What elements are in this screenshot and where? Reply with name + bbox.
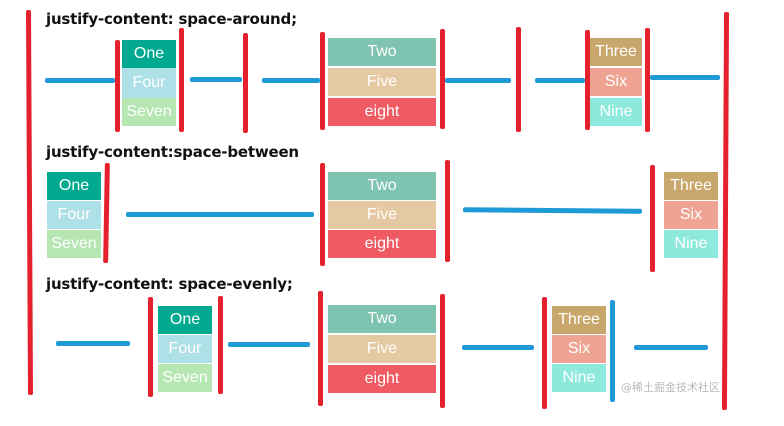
row1-item-nine: Nine bbox=[590, 98, 642, 126]
row2-item-five: Five bbox=[328, 201, 436, 229]
row2-item-two: Two bbox=[328, 172, 436, 200]
row2-divider-line bbox=[320, 163, 325, 266]
row3-item-two: Two bbox=[328, 305, 436, 333]
row2-divider-line bbox=[445, 160, 450, 262]
row1-item-seven: Seven bbox=[122, 98, 176, 126]
row1-item-four: Four bbox=[122, 68, 176, 98]
container-left-edge-line bbox=[25, 9, 34, 396]
container-right-edge-line bbox=[721, 11, 730, 411]
row3-divider-line bbox=[148, 297, 153, 397]
row1-spacing-line bbox=[45, 78, 115, 83]
row1-item-six: Six bbox=[590, 68, 642, 96]
row3-spacing-line bbox=[634, 345, 708, 350]
row3-item-five: Five bbox=[328, 335, 436, 363]
row3-item-four: Four bbox=[158, 335, 212, 363]
row2-item-eight: eight bbox=[328, 230, 436, 258]
row1-divider-line bbox=[115, 40, 120, 132]
row3-item-three: Three bbox=[552, 306, 606, 334]
row2-item-six: Six bbox=[664, 201, 718, 229]
row1-divider-line bbox=[243, 33, 248, 133]
row2-item-seven: Seven bbox=[47, 230, 101, 258]
row3-spacing-line bbox=[462, 345, 534, 350]
row2-divider-line bbox=[650, 165, 655, 272]
row1-item-eight: eight bbox=[328, 98, 436, 126]
row3-item-one: One bbox=[158, 306, 212, 334]
row1-divider-line bbox=[585, 30, 590, 130]
row1-spacing-line bbox=[262, 78, 320, 83]
row1-spacing-line bbox=[445, 78, 511, 83]
row3-divider-line bbox=[218, 296, 223, 394]
row3-heading: justify-content: space-evenly; bbox=[46, 275, 293, 293]
row1-divider-line bbox=[179, 28, 184, 132]
row1-item-one: One bbox=[122, 40, 176, 68]
row1-divider-line bbox=[645, 28, 650, 132]
row2-item-four: Four bbox=[47, 201, 101, 229]
row2-divider-line bbox=[103, 162, 110, 264]
row3-item-eight: eight bbox=[328, 365, 436, 393]
row1-heading: justify-content: space-around; bbox=[46, 10, 297, 28]
row3-divider-line bbox=[318, 291, 323, 406]
row1-spacing-line bbox=[650, 75, 720, 80]
row3-divider-line bbox=[542, 297, 547, 409]
watermark: @稀土掘金技术社区 bbox=[621, 381, 720, 394]
row1-spacing-line bbox=[535, 78, 585, 83]
row2-spacing-line bbox=[462, 207, 643, 214]
row3-item-seven: Seven bbox=[158, 364, 212, 392]
row3-divider-line bbox=[610, 300, 615, 402]
row2-heading: justify-content:space-between bbox=[46, 143, 299, 161]
row2-item-three: Three bbox=[664, 172, 718, 200]
row1-divider-line bbox=[320, 32, 325, 130]
row1-item-five: Five bbox=[328, 68, 436, 96]
row2-item-one: One bbox=[47, 172, 101, 200]
row1-item-three: Three bbox=[590, 38, 642, 66]
row2-item-nine: Nine bbox=[664, 230, 718, 258]
row3-spacing-line bbox=[228, 342, 310, 347]
row1-divider-line bbox=[516, 27, 521, 132]
row3-item-nine: Nine bbox=[552, 364, 606, 392]
row3-divider-line bbox=[440, 294, 445, 408]
row3-spacing-line bbox=[56, 341, 130, 346]
row3-item-six: Six bbox=[552, 335, 606, 363]
row1-spacing-line bbox=[190, 77, 242, 82]
row1-item-two: Two bbox=[328, 38, 436, 66]
row2-spacing-line bbox=[126, 212, 314, 217]
row1-divider-line bbox=[440, 29, 445, 129]
